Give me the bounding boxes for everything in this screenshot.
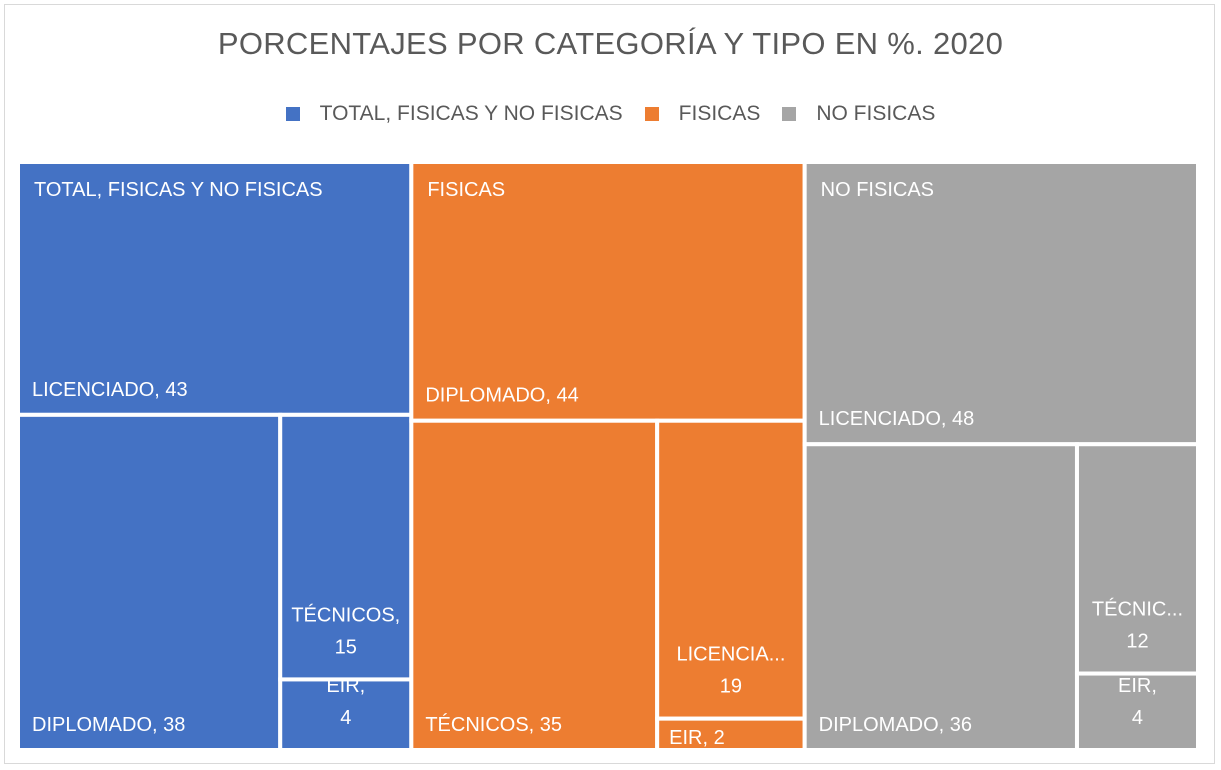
data-label-fisicas-tecnicos: TÉCNICOS, 35 bbox=[425, 713, 562, 736]
tile-fisicas-licenciado[interactable] bbox=[655, 418, 807, 721]
tile-no-fisicas-diplomado[interactable] bbox=[802, 442, 1079, 752]
data-label-no-fisicas-tecnicos: TÉCNIC... 12 bbox=[1092, 598, 1183, 653]
legend-label: TOTAL, FISICAS Y NO FISICAS bbox=[319, 102, 623, 125]
tile-total-fisicas-y-no-fisicas-eir[interactable] bbox=[278, 677, 414, 752]
legend-item-total-fisicas-y-no-fisicas[interactable]: TOTAL, FISICAS Y NO FISICAS bbox=[285, 102, 623, 126]
tile-no-fisicas-tecnicos[interactable] bbox=[1074, 442, 1201, 676]
tile-no-fisicas-licenciado[interactable] bbox=[802, 160, 1201, 447]
data-label-total-fisicas-y-no-fisicas-tecnicos: TÉCNICOS, 15 bbox=[291, 603, 400, 658]
tile-fisicas-diplomado[interactable] bbox=[409, 160, 807, 423]
data-label-total-fisicas-y-no-fisicas-diplomado: DIPLOMADO, 38 bbox=[32, 714, 185, 736]
data-label-total-fisicas-y-no-fisicas-licenciado: LICENCIADO, 43 bbox=[32, 379, 188, 401]
legend-label: FISICAS bbox=[678, 102, 761, 125]
tile-total-fisicas-y-no-fisicas-tecnicos[interactable] bbox=[278, 412, 414, 682]
legend-item-no-fisicas[interactable]: NO FISICAS bbox=[782, 102, 935, 126]
group-header-fisicas: FISICAS bbox=[427, 179, 505, 201]
chart-legend: TOTAL, FISICAS Y NO FISICAS FISICAS NO FIS… bbox=[0, 102, 1221, 126]
data-label-no-fisicas-eir: EIR, 4 bbox=[1118, 675, 1157, 729]
group-no-fisicas: NO FISICAS LICENCIADO, 48 DIPLOMADO, 36 TÉC… bbox=[802, 160, 1201, 752]
data-label-no-fisicas-licenciado: LICENCIADO, 48 bbox=[819, 408, 975, 430]
legend-swatch bbox=[285, 107, 300, 121]
group-header-total-fisicas-y-no-fisicas: TOTAL, FISICAS Y NO FISICAS bbox=[34, 179, 323, 201]
chart-title: PORCENTAJES POR CATEGORÍA Y TIPO EN %. 2… bbox=[217, 26, 1004, 61]
legend-item-fisicas[interactable]: FISICAS bbox=[644, 102, 761, 126]
tile-fisicas-tecnicos[interactable] bbox=[409, 418, 660, 752]
group-header-no-fisicas: NO FISICAS bbox=[821, 179, 934, 201]
data-label-no-fisicas-diplomado: DIPLOMADO, 36 bbox=[819, 714, 972, 736]
tile-total-fisicas-y-no-fisicas-diplomado[interactable] bbox=[16, 412, 283, 752]
legend-swatch bbox=[644, 107, 659, 121]
group-total-fisicas-y-no-fisicas: TOTAL, FISICAS Y NO FISICAS LICENCIADO, 4… bbox=[16, 160, 414, 752]
data-label-fisicas-eir: EIR, 2 bbox=[669, 727, 725, 749]
data-label-total-fisicas-y-no-fisicas-eir: EIR, 4 bbox=[326, 675, 365, 729]
tile-total-fisicas-y-no-fisicas-licenciado[interactable] bbox=[16, 160, 414, 417]
tile-no-fisicas-eir[interactable] bbox=[1074, 671, 1201, 752]
data-label-fisicas-diplomado: DIPLOMADO, 44 bbox=[425, 385, 578, 407]
data-label-fisicas-licenciado: LICENCIA... 19 bbox=[676, 644, 785, 698]
group-fisicas: FISICAS DIPLOMADO, 44 TÉCNICOS, 35 LICENCIA… bbox=[409, 160, 807, 753]
legend-swatch bbox=[782, 107, 797, 121]
legend-label: NO FISICAS bbox=[816, 102, 936, 125]
